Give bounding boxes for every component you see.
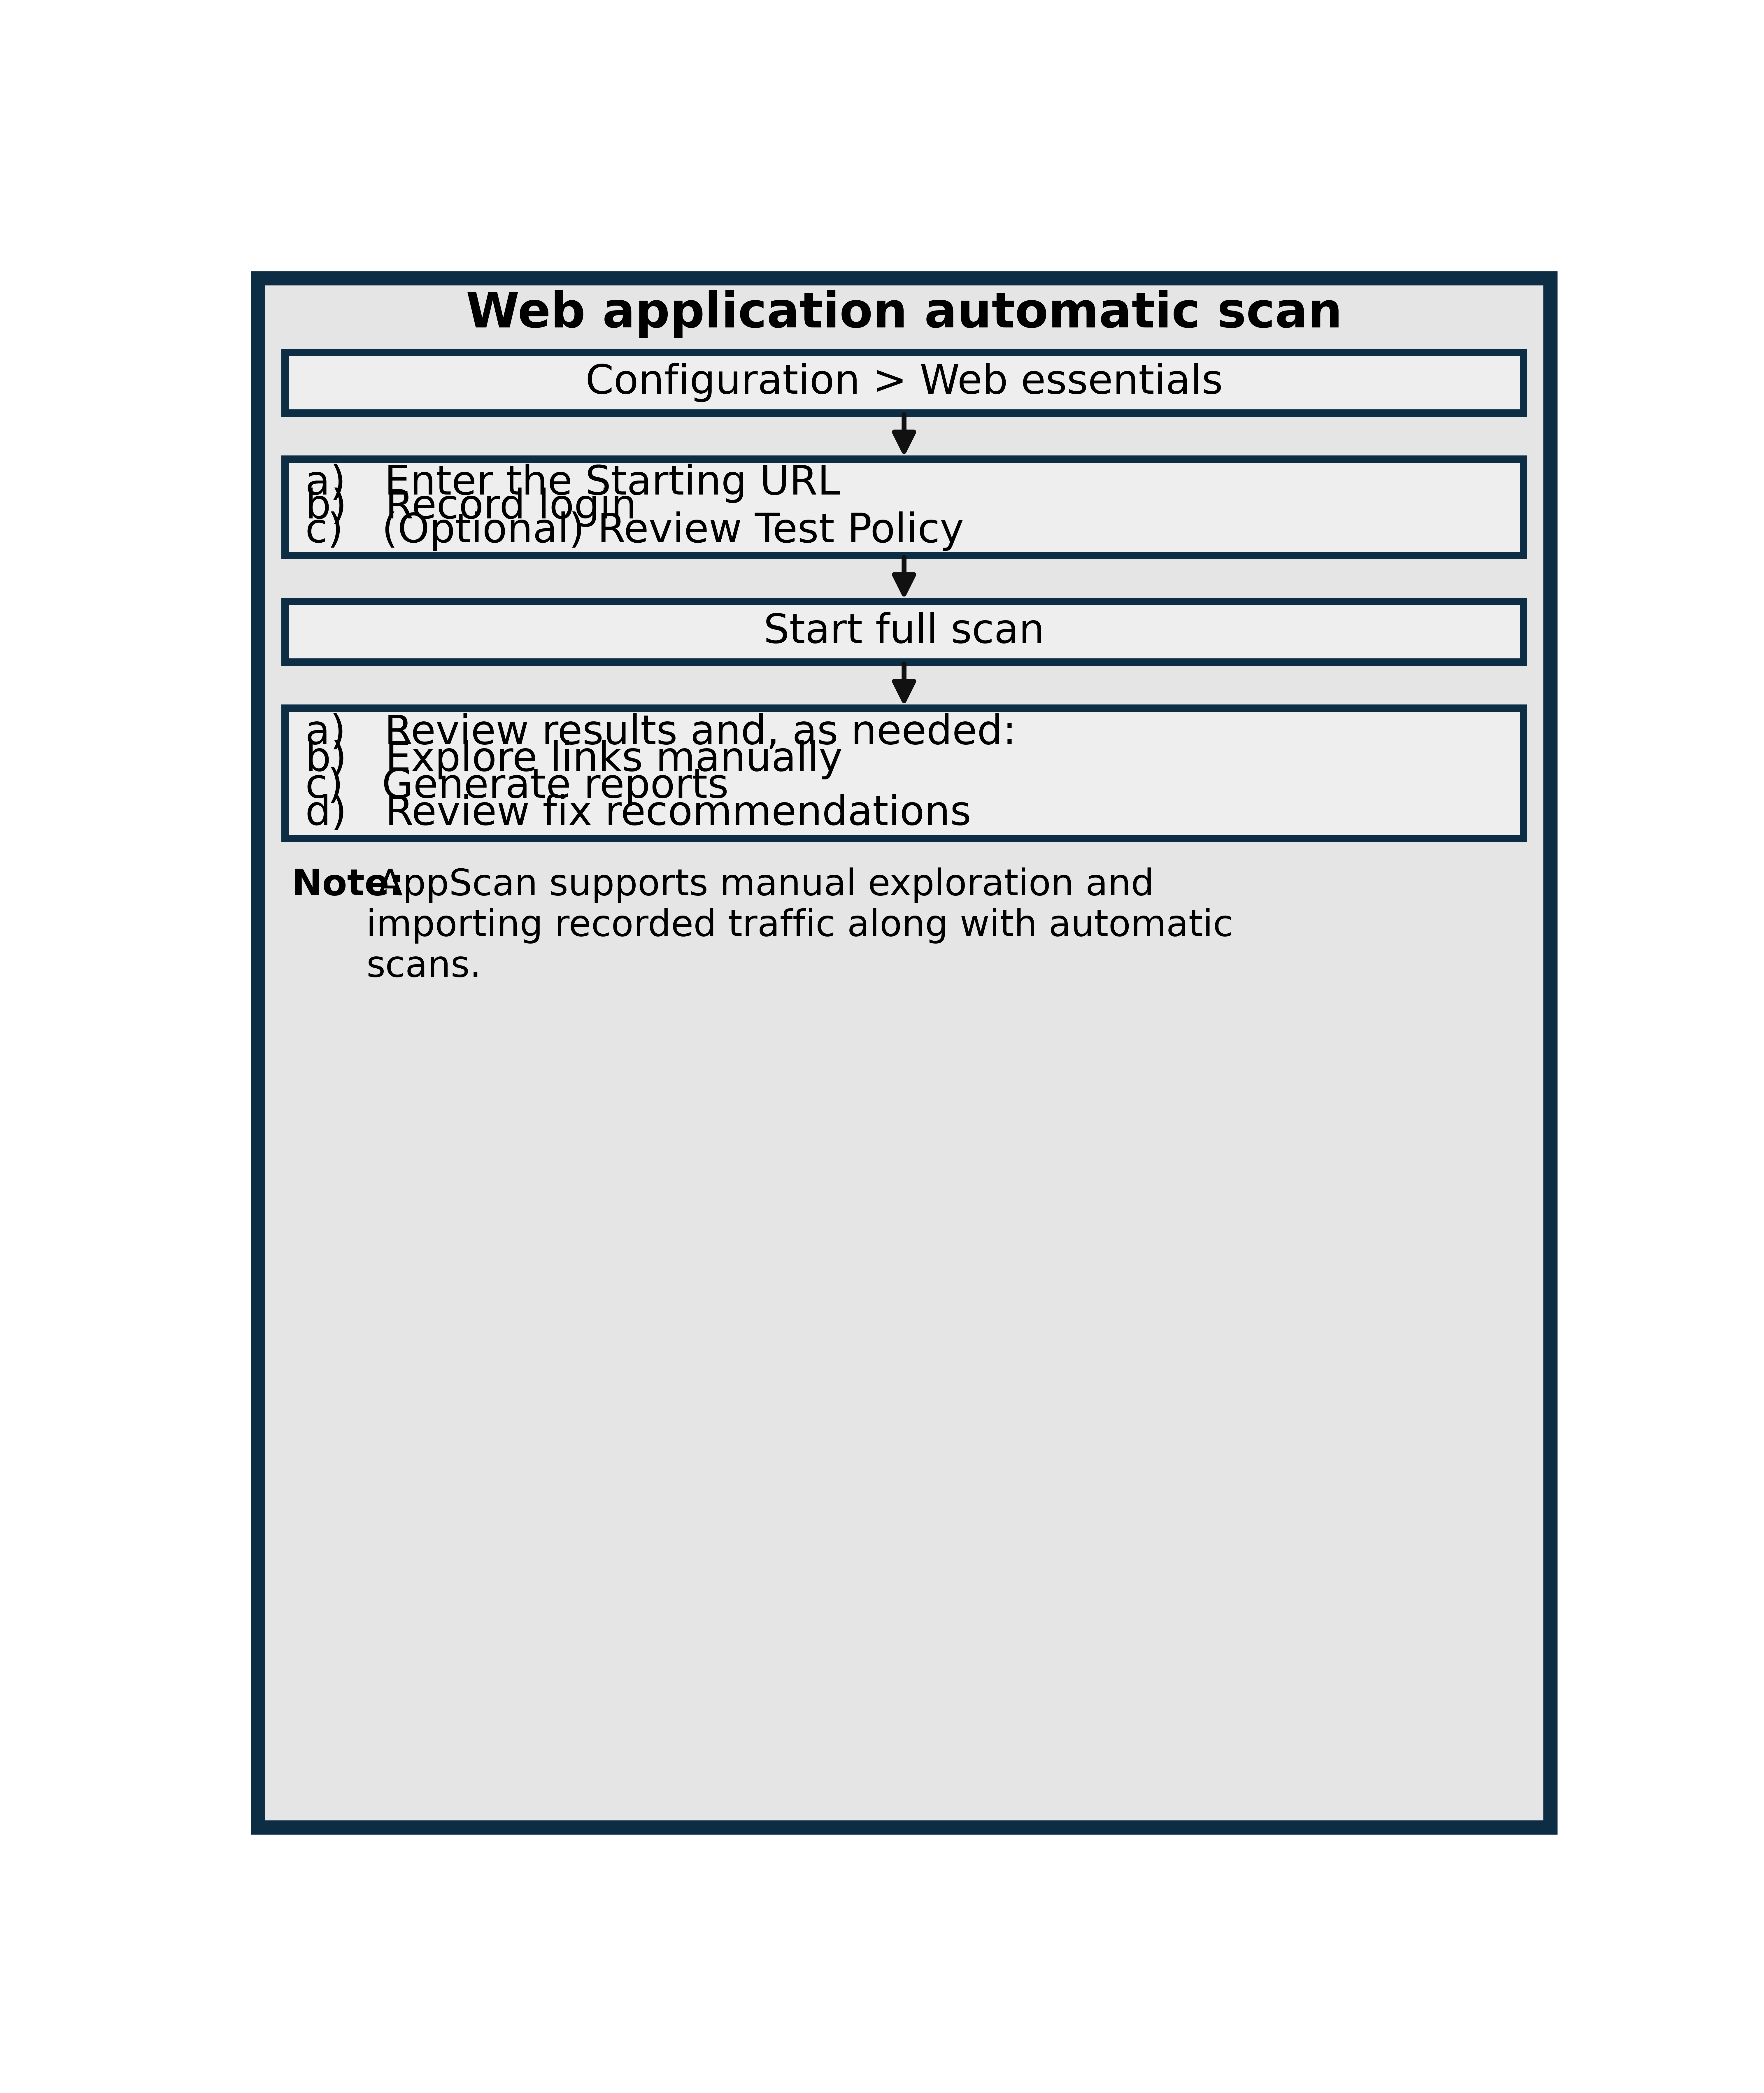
Text: Start full scan: Start full scan — [764, 611, 1044, 651]
Text: c)   (Optional) Review Test Policy: c) (Optional) Review Test Policy — [305, 511, 963, 550]
Text: a)   Review results and, as needed:: a) Review results and, as needed: — [305, 714, 1016, 753]
Text: a)   Enter the Starting URL: a) Enter the Starting URL — [305, 463, 840, 502]
Bar — [286, 707, 1522, 839]
Text: Note:: Note: — [291, 867, 404, 902]
Text: c)   Generate reports: c) Generate reports — [305, 766, 729, 806]
Text: AppScan supports manual exploration and
importing recorded traffic along with au: AppScan supports manual exploration and … — [367, 867, 1233, 984]
Bar — [286, 458, 1522, 555]
Text: d)   Review fix recommendations: d) Review fix recommendations — [305, 793, 972, 833]
Text: b)   Explore links manually: b) Explore links manually — [305, 741, 843, 779]
Text: Configuration > Web essentials: Configuration > Web essentials — [586, 362, 1222, 402]
Text: Web application automatic scan: Web application automatic scan — [466, 291, 1342, 337]
Text: b)   Record login: b) Record login — [305, 488, 637, 527]
Bar — [286, 352, 1522, 412]
Bar — [286, 601, 1522, 661]
